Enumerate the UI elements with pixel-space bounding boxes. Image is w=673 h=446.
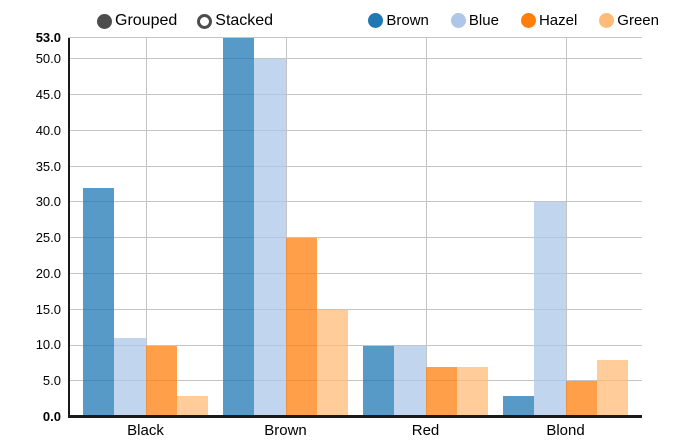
legend-item-green[interactable]: Green xyxy=(599,12,659,29)
mode-radio-grouped[interactable]: Grouped xyxy=(97,12,177,30)
legend-item-brown[interactable]: Brown xyxy=(368,12,429,29)
bar-blond-green[interactable] xyxy=(596,359,628,417)
y-tick-label: 15.0 xyxy=(35,301,61,317)
bar-brown-brown[interactable] xyxy=(223,38,255,417)
y-tick-label: 35.0 xyxy=(35,158,61,174)
y-tick-label: 25.0 xyxy=(35,230,61,246)
bar-black-green[interactable] xyxy=(176,395,208,417)
legend-label: Hazel xyxy=(538,12,578,29)
mode-radio-stacked[interactable]: Stacked xyxy=(197,12,273,30)
y-axis-line xyxy=(68,38,70,417)
y-tick-label: 53.0 xyxy=(35,30,61,45)
legend-item-hazel[interactable]: Hazel xyxy=(520,12,578,29)
legend-swatch-icon xyxy=(450,13,466,28)
legend-swatch-icon xyxy=(520,13,536,28)
mode-radio-label: Stacked xyxy=(215,12,274,29)
legend-swatch-icon xyxy=(599,13,615,28)
x-axis-label-red: Red xyxy=(411,422,440,439)
y-tick-label: 30.0 xyxy=(35,194,61,210)
legend-item-blue[interactable]: Blue xyxy=(450,12,499,29)
plot-area xyxy=(68,37,642,418)
x-axis-line xyxy=(68,415,642,418)
legend-label: Blue xyxy=(468,12,499,29)
legend-swatch-icon xyxy=(368,13,384,28)
bar-red-hazel[interactable] xyxy=(425,366,457,417)
y-tick-label: 10.0 xyxy=(35,337,61,353)
y-tick-label: 0.0 xyxy=(42,409,61,424)
h-gridline xyxy=(68,201,642,203)
bar-red-blue[interactable] xyxy=(394,345,426,417)
legend-label: Green xyxy=(617,12,659,29)
bar-blond-hazel[interactable] xyxy=(565,381,597,417)
x-axis-label-brown: Brown xyxy=(264,422,307,439)
y-tick-label: 45.0 xyxy=(35,87,61,103)
radio-unselected-icon[interactable] xyxy=(197,13,213,29)
bar-red-green[interactable] xyxy=(456,366,488,417)
legend-label: Brown xyxy=(386,12,429,29)
mode-radio-label: Grouped xyxy=(115,12,178,29)
bar-blond-brown[interactable] xyxy=(503,395,535,417)
x-axis-label-black: Black xyxy=(127,422,164,439)
y-tick-label: 20.0 xyxy=(35,265,61,281)
bar-brown-hazel[interactable] xyxy=(285,238,317,417)
radio-selected-icon[interactable] xyxy=(97,13,112,29)
h-gridline xyxy=(68,165,642,167)
v-gridline xyxy=(425,38,427,417)
bar-black-blue[interactable] xyxy=(114,338,146,417)
h-gridline xyxy=(68,94,642,96)
h-gridline xyxy=(68,237,642,239)
y-tick-label: 40.0 xyxy=(35,122,61,138)
h-gridline xyxy=(68,308,642,310)
bar-brown-green[interactable] xyxy=(316,309,348,417)
h-gridline xyxy=(68,37,642,38)
bar-brown-blue[interactable] xyxy=(254,59,286,417)
x-axis-label-blond: Blond xyxy=(546,422,585,439)
v-gridline xyxy=(145,38,147,417)
legend: Brown Blue Hazel Green xyxy=(368,12,659,29)
y-tick-label: 5.0 xyxy=(42,373,61,389)
bar-black-hazel[interactable] xyxy=(145,345,177,417)
h-gridline xyxy=(68,272,642,274)
y-tick-label: 50.0 xyxy=(35,51,61,67)
bar-blond-blue[interactable] xyxy=(534,202,566,417)
h-gridline xyxy=(68,129,642,131)
bar-black-brown[interactable] xyxy=(83,188,115,417)
mode-toggle-group: Grouped Stacked xyxy=(97,12,273,30)
v-gridline xyxy=(565,38,567,417)
h-gridline xyxy=(68,58,642,60)
h-gridline xyxy=(68,344,642,346)
v-gridline xyxy=(285,38,287,417)
h-gridline xyxy=(68,380,642,382)
bar-red-brown[interactable] xyxy=(363,345,395,417)
